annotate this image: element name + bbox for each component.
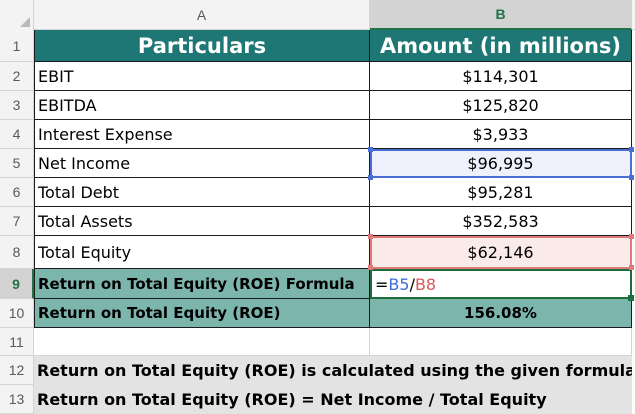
b8-range-handle[interactable] — [629, 265, 634, 270]
cell-b9-editing[interactable]: = B5/B8 — [370, 269, 632, 299]
cell-b8-referenced[interactable]: $62,146 — [370, 236, 632, 269]
note-line-1[interactable]: Return on Total Equity (ROE) is calculat… — [34, 356, 632, 385]
fill-handle[interactable] — [628, 295, 634, 301]
cell-b10[interactable]: 156.08% — [370, 299, 632, 328]
cell-a5[interactable]: Net Income — [34, 149, 370, 178]
row-number[interactable]: 8 — [0, 236, 34, 269]
b5-range-handle[interactable] — [629, 175, 634, 180]
cell-b2[interactable]: $114,301 — [370, 62, 632, 91]
row-number[interactable]: 7 — [0, 207, 34, 236]
row-number[interactable]: 3 — [0, 91, 34, 120]
row-number-active[interactable]: 9 — [0, 269, 34, 299]
cell-a11[interactable] — [34, 328, 370, 356]
select-all-triangle-icon — [20, 17, 30, 27]
note-line-2[interactable]: Return on Total Equity (ROE) = Net Incom… — [34, 385, 632, 414]
row-6: 6 Total Debt $95,281 — [0, 178, 635, 207]
cell-a8[interactable]: Total Equity — [34, 236, 370, 269]
cell-a1[interactable]: Particulars — [34, 30, 370, 62]
b5-range-handle[interactable] — [629, 147, 634, 152]
cell-a3[interactable]: EBITDA — [34, 91, 370, 120]
row-2: 2 EBIT $114,301 — [0, 62, 635, 91]
cell-b1[interactable]: Amount (in millions) — [370, 30, 632, 62]
row-13: 13 Return on Total Equity (ROE) = Net In… — [0, 385, 635, 414]
cell-b7[interactable]: $352,583 — [370, 207, 632, 236]
cell-a9[interactable]: Return on Total Equity (ROE) Formula — [34, 269, 370, 299]
column-header-b[interactable]: B — [370, 0, 632, 30]
row-1: 1 Particulars Amount (in millions) — [0, 30, 635, 62]
row-number[interactable]: 4 — [0, 120, 34, 149]
row-8: 8 Total Equity $62,146 — [0, 236, 635, 269]
b5-range-handle[interactable] — [368, 147, 373, 152]
cell-a6[interactable]: Total Debt — [34, 178, 370, 207]
formula-ref-b5: B5 — [388, 274, 410, 294]
b8-range-handle[interactable] — [629, 234, 634, 239]
formula-equals: = — [375, 274, 389, 294]
cell-b4[interactable]: $3,933 — [370, 120, 632, 149]
row-number[interactable]: 10 — [0, 299, 34, 328]
row-number[interactable]: 5 — [0, 149, 34, 178]
cell-b5-referenced[interactable]: $96,995 — [370, 149, 632, 178]
cell-a4[interactable]: Interest Expense — [34, 120, 370, 149]
formula-ref-b8: B8 — [414, 274, 437, 294]
row-11: 11 — [0, 328, 635, 356]
cell-a7[interactable]: Total Assets — [34, 207, 370, 236]
b5-range-handle[interactable] — [368, 175, 373, 180]
cell-b6[interactable]: $95,281 — [370, 178, 632, 207]
cell-a2[interactable]: EBIT — [34, 62, 370, 91]
row-number[interactable]: 6 — [0, 178, 34, 207]
row-5: 5 Net Income $96,995 — [0, 149, 635, 178]
cell-b11[interactable] — [370, 328, 632, 356]
cell-a10[interactable]: Return on Total Equity (ROE) — [34, 299, 370, 328]
row-12: 12 Return on Total Equity (ROE) is calcu… — [0, 356, 635, 385]
row-4: 4 Interest Expense $3,933 — [0, 120, 635, 149]
row-number[interactable]: 1 — [0, 30, 34, 62]
row-10: 10 Return on Total Equity (ROE) 156.08% — [0, 299, 635, 328]
select-all-button[interactable] — [0, 0, 34, 30]
row-7: 7 Total Assets $352,583 — [0, 207, 635, 236]
row-number[interactable]: 12 — [0, 356, 34, 385]
column-header-bar: A B — [0, 0, 635, 30]
formula-operator: / — [409, 274, 415, 294]
b8-range-handle[interactable] — [368, 234, 373, 239]
row-3: 3 EBITDA $125,820 — [0, 91, 635, 120]
row-number[interactable]: 2 — [0, 62, 34, 91]
b8-range-handle[interactable] — [368, 265, 373, 270]
row-number[interactable]: 11 — [0, 328, 34, 356]
column-header-a[interactable]: A — [34, 0, 370, 30]
cell-b3[interactable]: $125,820 — [370, 91, 632, 120]
row-number[interactable]: 13 — [0, 385, 34, 414]
row-9: 9 Return on Total Equity (ROE) Formula =… — [0, 269, 635, 299]
